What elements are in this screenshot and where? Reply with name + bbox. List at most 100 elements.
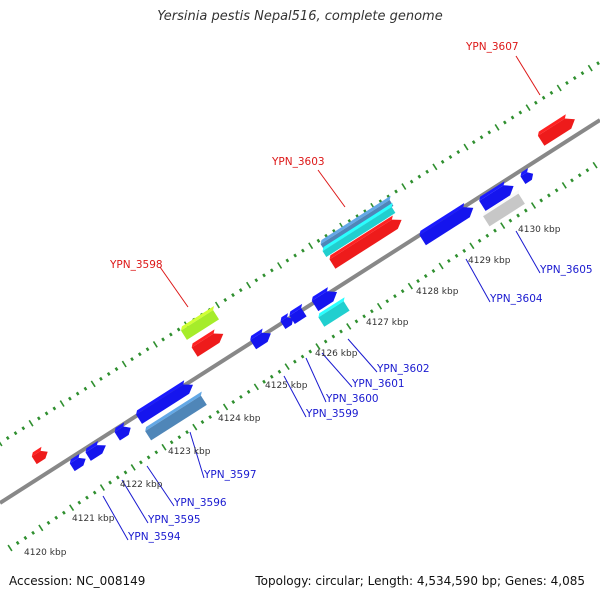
ruler-tick (277, 262, 283, 269)
ruler-tick (596, 61, 600, 66)
gene-label: YPN_3601 (351, 378, 405, 390)
gene-body (114, 426, 131, 441)
ruler-tick (339, 329, 343, 334)
gene-label: YPN_3594 (127, 531, 181, 543)
callout-line (146, 465, 175, 507)
ruler-tick (572, 76, 577, 81)
kbp-tick-label: 4121 kbp (72, 514, 115, 524)
gene-label: YPN_3604 (489, 293, 543, 305)
ruler-tick (28, 419, 34, 427)
ruler-tick (409, 179, 414, 184)
callout-line (102, 495, 129, 541)
gene-body (191, 333, 224, 357)
gene-body (329, 219, 402, 269)
ruler-tick (262, 379, 266, 384)
ruler-tick (401, 183, 407, 190)
callout-line (305, 357, 327, 403)
gene-grey (483, 189, 525, 227)
ruler-tick (577, 173, 582, 178)
ruler-tick (44, 411, 49, 416)
kbp-tick-label: 4123 kbp (168, 447, 211, 457)
ruler-tick (385, 299, 390, 304)
ruler-tick (46, 520, 51, 525)
gene-body (483, 193, 525, 227)
gene-small (520, 168, 534, 184)
ruler-tick (400, 289, 405, 294)
ruler-tick (416, 279, 420, 284)
gene-body (419, 207, 474, 246)
ruler-tick (130, 464, 136, 471)
ruler-tick (432, 163, 438, 171)
gene-ypn-3602 (311, 287, 337, 312)
gene-body (250, 332, 271, 350)
gene-callouts: YPN_3594 YPN_3595 YPN_3596 YPN_3597 YPN_3598… (102, 41, 593, 543)
callout-line (347, 338, 378, 373)
ruler-tick (438, 262, 444, 270)
ruler-tick (393, 294, 397, 299)
ruler-tick (200, 420, 205, 425)
gene-body (280, 317, 294, 329)
callout-line (515, 230, 541, 274)
genome-summary: Topology: circular; Length: 4,534,590 bp… (255, 574, 585, 588)
callout-line (317, 169, 346, 208)
ruler-tick (485, 233, 490, 238)
gene-top-face (191, 329, 215, 348)
ruler-tick (121, 360, 127, 368)
ruler-tick (547, 193, 551, 198)
gene-body (85, 445, 106, 461)
ruler-tick (471, 140, 476, 145)
ruler-tick (308, 349, 313, 354)
ruler-tick (585, 168, 590, 173)
accession-label: Accession: NC_008149 (9, 574, 146, 588)
ruler-tick (300, 354, 305, 359)
gene-top-face (479, 181, 505, 201)
kbp-tick-label: 4125 kbp (265, 381, 308, 391)
ruler-tick (92, 490, 97, 495)
gene-features (31, 114, 575, 472)
ruler-tick (580, 71, 585, 76)
ruler-tick (479, 135, 484, 140)
ruler-tick (425, 169, 430, 174)
ruler-tick (246, 389, 251, 394)
gene-top-face (250, 328, 263, 340)
ruler-tick (292, 359, 297, 364)
ruler-tick (293, 253, 298, 258)
gene-ypn-3603-red (329, 215, 402, 269)
ruler-tick (192, 423, 198, 431)
kbp-tick-label: 4127 kbp (366, 318, 409, 328)
gene-top-face (85, 440, 98, 453)
ruler-tick (423, 274, 428, 279)
map-title: Yersinia pestis Nepal516, complete genom… (157, 9, 443, 24)
gene-top-face (318, 297, 345, 318)
gene-body (136, 384, 193, 424)
ruler-tick (231, 293, 235, 298)
ruler-tick (284, 363, 290, 371)
gene-top-face (136, 380, 185, 415)
ruler-tick (83, 386, 88, 391)
ruler-tick (108, 480, 112, 485)
ruler-tick (525, 104, 531, 112)
gene-ypn-3596 (114, 422, 131, 441)
ruler-tick (549, 90, 554, 95)
ruler-tick (106, 371, 111, 376)
callout-line (121, 479, 149, 524)
ruler-tick (493, 228, 497, 233)
ruler-tick (68, 396, 72, 401)
gene-top-face (31, 446, 42, 457)
ruler-tick (75, 391, 80, 396)
gene-top-face (537, 114, 566, 136)
ruler-tick (431, 268, 436, 273)
ruler-tick (523, 208, 528, 213)
kbp-tick-label: 4129 kbp (468, 256, 511, 266)
gene-top-face (289, 303, 303, 316)
ruler-tick (502, 120, 507, 125)
upper-ruler (0, 61, 600, 447)
ruler-tick (90, 380, 96, 388)
ruler-tick (185, 430, 189, 435)
gene-top-face (114, 422, 125, 433)
ruler-tick (440, 159, 445, 164)
ruler-tick (539, 198, 544, 203)
ruler-tick (262, 273, 266, 278)
gene-red (31, 446, 48, 465)
ruler-tick (510, 115, 515, 120)
